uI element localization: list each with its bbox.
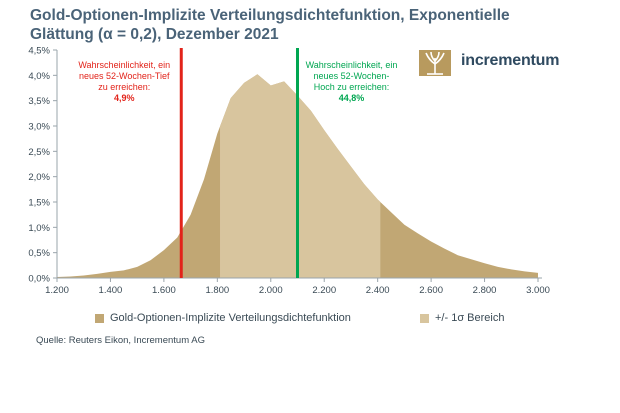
x-tick-label: 2.400 — [366, 285, 390, 296]
density-chart: 0,0% 0,5% 1,0% 1,5% 2,0% 2,5% 3,0% 3,5% 4,0% 4,5%… — [28, 46, 550, 297]
legend-density-swatch — [95, 313, 104, 323]
sigma-range-area — [220, 74, 381, 278]
new-low-line-label: neues 52-Wochen-Tief — [79, 71, 170, 81]
y-tick-label: 2,0% — [28, 172, 50, 183]
y-tick-label: 3,5% — [28, 96, 50, 107]
new-low-line-value: 4,9% — [114, 93, 135, 103]
incrementum-logo: incrementum — [417, 48, 587, 80]
x-tick-label: 1.400 — [99, 285, 123, 296]
new-high-line-label: neues 52-Wochen- — [314, 71, 390, 81]
logo-text: incrementum — [461, 52, 560, 69]
y-tick-label: 4,0% — [28, 71, 50, 82]
y-tick-label: 1,0% — [28, 223, 50, 234]
legend-sigma-swatch — [420, 313, 429, 323]
chart-title: Gold-Optionen-Implizite Verteilungsdicht… — [30, 7, 510, 43]
y-tick-label: 0,5% — [28, 248, 50, 259]
new-low-line-label: Wahrscheinlichkeit, ein — [78, 60, 170, 70]
legend-sigma-label: +/- 1σ Bereich — [435, 312, 505, 324]
new-high-line-value: 44,8% — [339, 93, 365, 103]
y-tick-label: 2,5% — [28, 147, 50, 158]
chart-legend: Gold-Optionen-Implizite Verteilungsdicht… — [0, 300, 620, 334]
source-note: Quelle: Reuters Eikon, Incrementum AG — [36, 335, 205, 346]
tree-icon — [419, 50, 451, 76]
x-tick-label: 2.000 — [259, 285, 283, 296]
y-tick-label: 0,0% — [28, 274, 50, 285]
legend-density: Gold-Optionen-Implizite Verteilungsdicht… — [95, 312, 351, 324]
y-tick-label: 4,5% — [28, 46, 50, 57]
new-low-line-label: zu erreichen: — [98, 82, 150, 92]
x-tick-label: 1.600 — [152, 285, 176, 296]
x-tick-label: 1.200 — [45, 285, 69, 296]
y-tick-label: 3,0% — [28, 122, 50, 133]
x-tick-label: 2.200 — [312, 285, 336, 296]
x-tick-label: 1.800 — [205, 285, 229, 296]
x-tick-label: 2.600 — [419, 285, 443, 296]
x-tick-label: 3.000 — [526, 285, 550, 296]
y-tick-label: 1,5% — [28, 198, 50, 209]
new-high-line-label: Hoch zu erreichen: — [314, 82, 390, 92]
new-high-line-label: Wahrscheinlichkeit, ein — [306, 60, 398, 70]
legend-density-label: Gold-Optionen-Implizite Verteilungsdicht… — [110, 312, 351, 324]
legend-sigma: +/- 1σ Bereich — [420, 312, 504, 324]
x-tick-label: 2.800 — [473, 285, 497, 296]
